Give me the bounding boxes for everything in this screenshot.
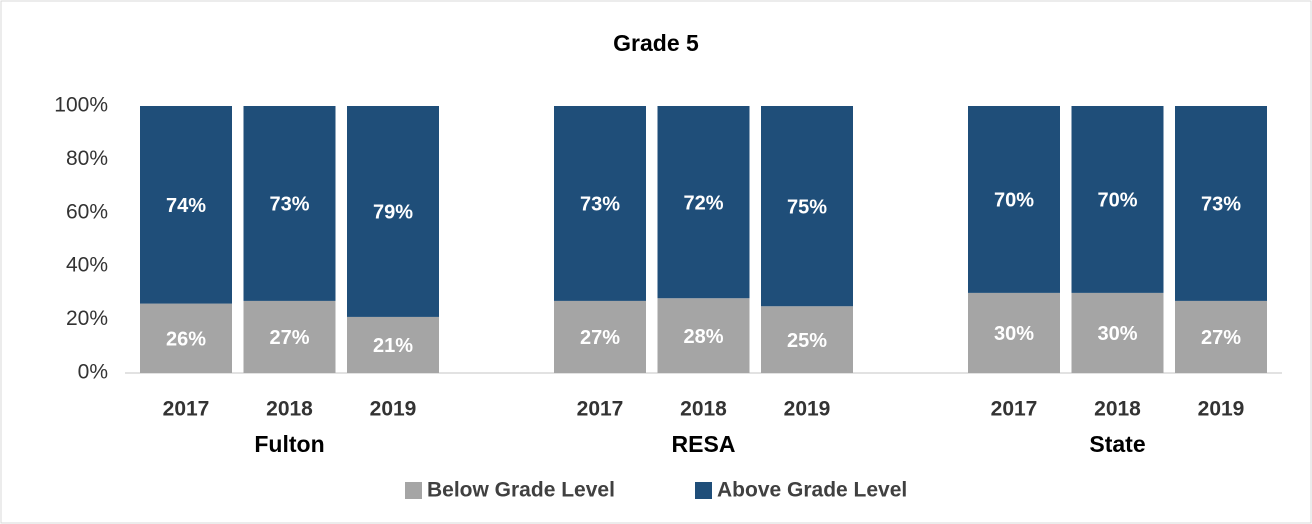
data-label: 27% <box>580 327 620 349</box>
bar-segment <box>554 300 646 373</box>
bar-segment <box>968 292 1060 373</box>
legend-label: Above Grade Level <box>717 479 907 502</box>
y-tick-label: 80% <box>66 147 108 170</box>
bar-segment <box>140 303 232 373</box>
bar-segment <box>968 106 1060 293</box>
y-tick-label: 60% <box>66 200 108 223</box>
bar-segment <box>761 306 853 373</box>
bar-segment <box>657 106 750 299</box>
data-label: 73% <box>269 194 309 216</box>
group-label: RESA <box>672 431 736 457</box>
data-label: 27% <box>1201 327 1241 349</box>
bar-segment <box>243 106 336 301</box>
x-tick-label: 2018 <box>1094 398 1141 421</box>
x-tick-label: 2017 <box>577 398 624 421</box>
bar-segment <box>243 300 336 373</box>
group-label: State <box>1089 431 1145 457</box>
bar-segment <box>554 106 646 301</box>
data-label: 75% <box>787 196 827 218</box>
y-tick-label: 0% <box>78 361 108 384</box>
data-label: 70% <box>1097 190 1137 212</box>
data-label: 28% <box>683 326 723 348</box>
data-label: 26% <box>166 329 206 351</box>
x-tick-label: 2018 <box>266 398 313 421</box>
x-tick-label: 2019 <box>370 398 417 421</box>
data-label: 74% <box>166 195 206 217</box>
data-label: 73% <box>1201 194 1241 216</box>
bar-segment <box>347 106 439 317</box>
data-label: 73% <box>580 194 620 216</box>
data-label: 30% <box>994 323 1034 345</box>
legend-label: Below Grade Level <box>427 479 615 502</box>
data-label: 72% <box>683 192 723 214</box>
legend-swatch <box>405 482 422 499</box>
group-label: Fulton <box>254 431 324 457</box>
bar-segment <box>657 298 750 373</box>
chart-title: Grade 5 <box>613 30 699 56</box>
y-tick-label: 20% <box>66 307 108 330</box>
bar-segment <box>1175 106 1267 301</box>
x-tick-label: 2017 <box>163 398 210 421</box>
y-tick-label: 40% <box>66 254 108 277</box>
y-tick-label: 100% <box>54 94 108 117</box>
data-label: 21% <box>373 335 413 357</box>
data-label: 25% <box>787 330 827 352</box>
legend-swatch <box>695 482 712 499</box>
x-tick-label: 2018 <box>680 398 727 421</box>
bar-segment <box>1071 292 1164 373</box>
bar-segment <box>347 316 439 373</box>
data-label: 30% <box>1097 323 1137 345</box>
data-label: 79% <box>373 202 413 224</box>
data-label: 70% <box>994 190 1034 212</box>
x-tick-label: 2019 <box>784 398 831 421</box>
bar-segment <box>140 106 232 304</box>
x-tick-label: 2019 <box>1198 398 1245 421</box>
bar-segment <box>1071 106 1164 293</box>
x-tick-label: 2017 <box>991 398 1038 421</box>
data-label: 27% <box>269 327 309 349</box>
bar-segment <box>1175 300 1267 373</box>
bar-segment <box>761 106 853 307</box>
